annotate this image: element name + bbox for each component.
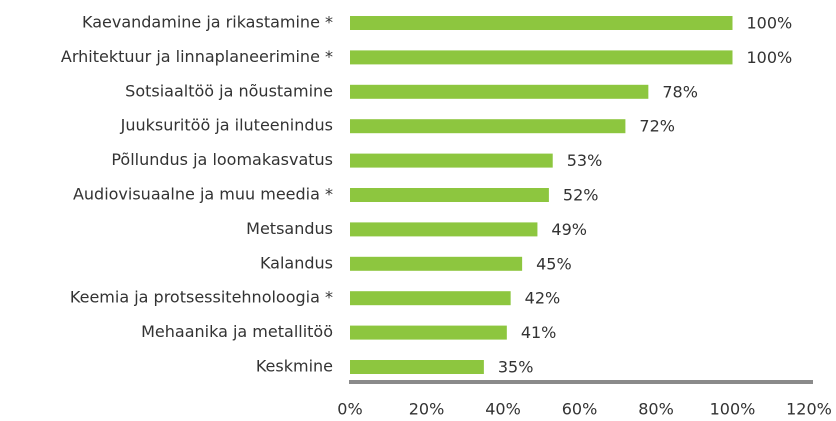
x-tick-label: 80% xyxy=(638,400,674,419)
y-tick-label: Kalandus xyxy=(260,253,333,272)
y-tick-label: Põllundus ja loomakasvatus xyxy=(111,150,333,169)
data-label: 52% xyxy=(563,186,599,205)
x-tick-label: 100% xyxy=(710,400,756,419)
x-tick-label: 20% xyxy=(409,400,445,419)
y-tick-label: Audiovisuaalne ja muu meedia * xyxy=(73,185,333,204)
y-tick-label: Kaevandamine ja rikastamine * xyxy=(82,13,333,32)
x-tick-label: 40% xyxy=(485,400,521,419)
y-tick-label: Mehaanika ja metallitöö xyxy=(141,322,333,341)
y-tick-label: Keemia ja protsessitehnoloogia * xyxy=(70,288,333,307)
bar xyxy=(350,256,523,271)
y-tick-label: Keskmine xyxy=(256,357,333,376)
bar xyxy=(350,188,549,202)
bar xyxy=(350,291,511,306)
bar xyxy=(350,84,649,99)
y-tick-label: Metsandus xyxy=(246,219,333,238)
bar xyxy=(350,222,538,237)
data-label: 78% xyxy=(662,82,698,101)
data-label: 41% xyxy=(521,323,557,342)
data-label: 100% xyxy=(747,48,793,67)
bar xyxy=(350,119,626,134)
data-label: 35% xyxy=(498,358,534,377)
x-tick-label: 0% xyxy=(337,400,362,419)
data-label: 100% xyxy=(747,14,793,33)
bar xyxy=(350,50,733,65)
data-label: 72% xyxy=(639,117,675,136)
bar xyxy=(350,360,484,374)
bar xyxy=(350,16,733,30)
y-tick-label: Sotsiaaltöö ja nõustamine xyxy=(125,81,333,100)
bar xyxy=(350,153,553,168)
data-label: 53% xyxy=(567,151,603,170)
y-tick-label: Arhitektuur ja linnaplaneerimine * xyxy=(61,47,333,66)
data-label: 49% xyxy=(551,220,587,239)
x-tick-label: 120% xyxy=(786,400,832,419)
data-label: 45% xyxy=(536,254,572,273)
data-label: 42% xyxy=(525,289,561,308)
x-tick-label: 60% xyxy=(562,400,598,419)
y-tick-label: Juuksuritöö ja iluteenindus xyxy=(120,116,333,135)
bar xyxy=(350,325,507,340)
